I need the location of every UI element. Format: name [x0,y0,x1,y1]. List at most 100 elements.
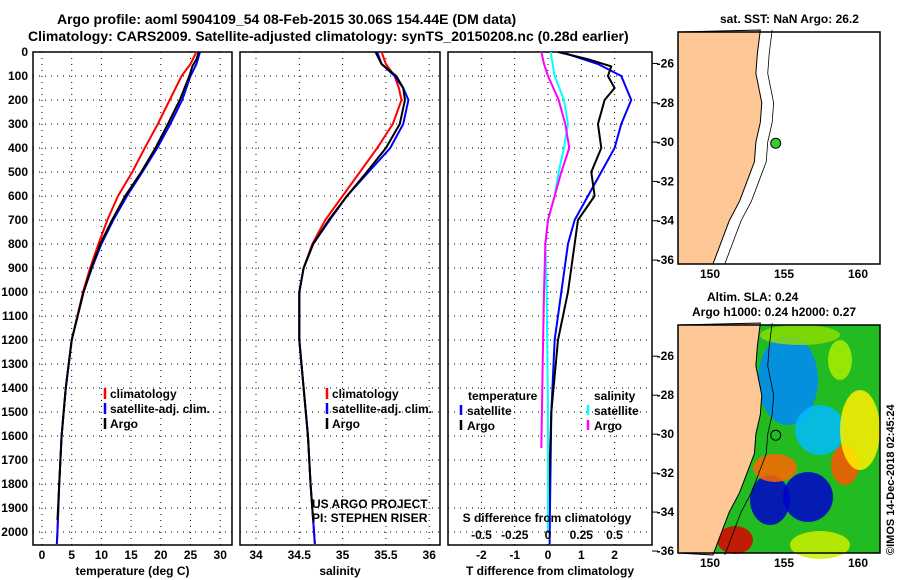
x-tick-label: 10 [95,548,109,562]
lat-tick-label: -36 [657,544,675,558]
x-tick-label: -2 [476,548,487,562]
depth-tick-label: 1100 [2,309,28,323]
lat-tick-label: -34 [657,214,675,228]
legend-label: satellite [594,404,639,418]
lon-tick-label: 155 [774,267,794,281]
legend-label: climatology [332,387,399,401]
lat-tick-label: -28 [657,388,675,402]
lon-tick-label: 150 [700,267,720,281]
depth-tick-label: 1400 [1,381,28,395]
depth-tick-label: 600 [8,189,28,203]
depth-tick-label: 1200 [1,333,28,347]
legend-label: Argo [110,417,138,431]
x-tick-label: 15 [124,548,138,562]
series-line-s-satellite [544,51,569,532]
lat-tick-label: -26 [657,56,675,70]
lon-tick-label: 155 [774,556,794,570]
series-line-t-argo [547,51,616,521]
x-tick-label: 30 [214,548,228,562]
lat-tick-label: -30 [657,427,675,441]
project-annotation: PI: STEPHEN RISER [312,511,428,525]
lon-tick-label: 150 [700,556,720,570]
series-line-s-argo [540,51,571,449]
project-annotation: US ARGO PROJECT [312,497,428,511]
x-tick-label: 35.5 [374,548,398,562]
depth-tick-label: 1700 [1,453,28,467]
x-axis-label: T difference from climatology [466,564,634,578]
lat-tick-label: -32 [657,466,675,480]
depth-tick-label: 300 [8,117,28,131]
x-tick-label: -1 [509,548,520,562]
depth-tick-label: 200 [8,93,28,107]
plot-frame-salinity [239,51,441,546]
x-axis-label: salinity [319,564,361,578]
depth-tick-label: 700 [8,213,28,227]
sla-anomaly-blob [750,475,790,525]
x-tick-label: 34 [249,548,263,562]
x-tick-label: 2 [611,548,618,562]
depth-tick-label: 500 [8,165,28,179]
legend-label: satellite [467,404,512,418]
depth-tick-label: 2000 [1,525,28,539]
s-axis-label: S difference from climatology [463,511,632,525]
sla-anomaly-blob [828,340,852,380]
sla-anomaly-blob [753,454,797,482]
sla-anomaly-blob [717,526,753,554]
sla-anomaly-blob [760,325,840,345]
sst-map-frame [677,31,881,265]
x-tick-label: 25 [184,548,198,562]
x-tick-label: 0 [39,548,46,562]
lat-tick-label: -30 [657,135,675,149]
sst-map-argo-position [770,137,782,149]
depth-tick-label: 400 [8,141,28,155]
credit-text: ©IMOS 14-Dec-2018 02:45:24 [885,404,897,555]
x-tick-label: 0 [545,548,552,562]
sla-anomaly-blob [795,405,845,455]
series-line-argo [56,51,200,521]
depth-tick-label: 900 [8,261,28,275]
depth-tick-label: 0 [21,45,28,59]
map2-title1: Altim. SLA: 0.24 [707,290,799,304]
lat-tick-label: -32 [657,174,675,188]
sla-anomaly-blob [790,531,850,559]
lat-tick-label: -26 [657,349,675,363]
sst-map [677,29,881,265]
x-tick-label: 36 [423,548,437,562]
legend-label: climatology [110,387,177,401]
series-line-t-satellite [548,51,633,544]
sla-map [677,322,881,559]
depth-tick-label: 800 [8,237,28,251]
legend-label: Argo [332,417,360,431]
legend-label: Argo [467,419,495,433]
sla-map-frame [677,324,881,554]
legend-label: satellite-adj. clim. [332,402,432,416]
depth-tick-label: 1900 [1,501,28,515]
s-tick-label: 0 [545,528,552,542]
map2-title2: Argo h1000: 0.24 h2000: 0.27 [692,305,857,319]
x-axis-label: temperature (deg C) [75,564,189,578]
legend-label: temperature [468,389,538,403]
sla-map-shelf-contour [724,323,775,556]
s-tick-label: -0.5 [471,528,492,542]
depth-tick-label: 1000 [1,285,28,299]
x-tick-label: 20 [154,548,168,562]
legend-label: Argo [594,419,622,433]
s-tick-label: -0.25 [501,528,529,542]
sst-map-shelf-contour [724,29,775,265]
map1-title: sat. SST: NaN Argo: 26.2 [720,12,859,26]
x-tick-label: 1 [578,548,585,562]
x-tick-label: 5 [68,548,75,562]
lat-tick-label: -34 [657,505,675,519]
x-tick-label: 35 [336,548,350,562]
lat-tick-label: -36 [657,253,675,267]
lon-tick-label: 160 [848,556,868,570]
sla-map-argo-position [770,429,782,441]
lat-tick-label: -28 [657,96,675,110]
depth-tick-label: 100 [8,69,28,83]
sla-anomaly-blob [840,390,880,470]
depth-tick-label: 1500 [1,405,28,419]
plot-frame-temperature [32,51,233,546]
lon-tick-label: 160 [848,267,868,281]
